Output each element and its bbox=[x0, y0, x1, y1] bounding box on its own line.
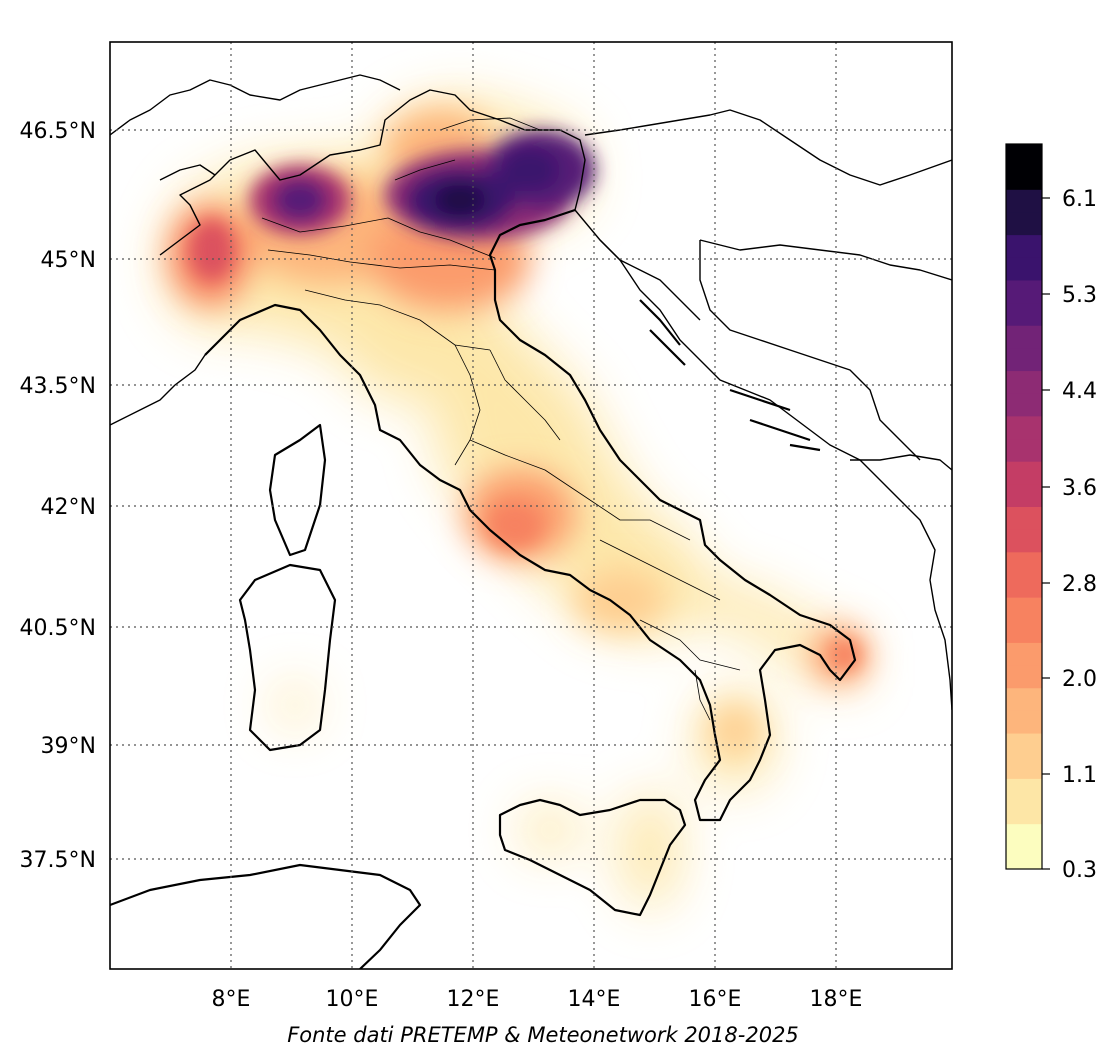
colorbar-step bbox=[1006, 234, 1042, 258]
colorbar-step bbox=[1006, 733, 1042, 757]
colorbar-step bbox=[1006, 144, 1042, 168]
lon-tick-label: 16°E bbox=[689, 987, 742, 1012]
colorbar-ticks: 0.3 1.1 2.0 2.8 3.6 4.4 5.3 6.1 bbox=[1062, 187, 1097, 883]
lon-tick-label: 8°E bbox=[212, 987, 251, 1012]
lon-tick-label: 18°E bbox=[810, 987, 863, 1012]
colorbar-tick-label: 2.8 bbox=[1062, 572, 1097, 597]
longitude-tick-labels: 8°E 10°E 12°E 14°E 16°E 18°E bbox=[212, 987, 863, 1012]
colorbar-tick-marks bbox=[1042, 197, 1050, 870]
colorbar-tick-label: 3.6 bbox=[1062, 476, 1097, 501]
colorbar-step bbox=[1006, 642, 1042, 666]
colorbar-tick-label: 4.4 bbox=[1062, 379, 1097, 404]
colorbar-tick-label: 2.0 bbox=[1062, 667, 1097, 692]
data-source-caption: Fonte dati PRETEMP & Meteonetwork 2018-2… bbox=[287, 1023, 799, 1047]
colorbar-step bbox=[1006, 302, 1042, 326]
coastline bbox=[110, 208, 857, 969]
colorbar-step bbox=[1006, 347, 1042, 372]
colorbar-step bbox=[1006, 846, 1042, 870]
colorbar-step bbox=[1006, 506, 1042, 530]
colorbar-tick-label: 6.1 bbox=[1062, 187, 1097, 212]
colorbar-tick-label: 0.3 bbox=[1062, 858, 1097, 883]
region-borders bbox=[261, 117, 741, 721]
colorbar-steps bbox=[1006, 144, 1042, 870]
colorbar-step bbox=[1006, 393, 1042, 417]
latitude-tick-labels: 37.5°N 39°N 40.5°N 42°N 43.5°N 45°N 46.5… bbox=[20, 119, 96, 873]
colorbar-step bbox=[1006, 687, 1042, 711]
gridlines bbox=[110, 42, 952, 969]
lat-tick-label: 46.5°N bbox=[20, 119, 96, 144]
colorbar-step bbox=[1006, 370, 1042, 394]
lat-tick-label: 42°N bbox=[41, 495, 96, 520]
lon-tick-label: 14°E bbox=[568, 987, 621, 1012]
colorbar-frame bbox=[1005, 143, 1043, 870]
colorbar-step bbox=[1006, 483, 1042, 507]
colorbar-tick-label: 5.3 bbox=[1062, 283, 1097, 308]
colorbar-step bbox=[1006, 325, 1042, 349]
colorbar-step bbox=[1006, 801, 1042, 825]
colorbar-step bbox=[1006, 415, 1042, 440]
colorbar-step bbox=[1006, 710, 1042, 734]
colorbar-step bbox=[1006, 529, 1042, 553]
lat-tick-label: 37.5°N bbox=[20, 848, 96, 873]
country-borders bbox=[110, 74, 952, 711]
colorbar-step bbox=[1006, 778, 1042, 802]
lon-tick-label: 12°E bbox=[447, 987, 500, 1012]
lat-tick-label: 39°N bbox=[41, 734, 96, 759]
plot-frame bbox=[109, 41, 953, 970]
colorbar-step bbox=[1006, 619, 1042, 643]
colorbar-step bbox=[1006, 574, 1042, 598]
colorbar-step bbox=[1006, 166, 1042, 190]
colorbar-step bbox=[1006, 551, 1042, 575]
colorbar-tick-label: 1.1 bbox=[1062, 763, 1097, 788]
colorbar-step bbox=[1006, 211, 1042, 236]
colorbar-step bbox=[1006, 438, 1042, 462]
colorbar-step bbox=[1006, 755, 1042, 779]
colorbar-step bbox=[1006, 665, 1042, 689]
lat-tick-label: 43.5°N bbox=[20, 374, 96, 399]
colorbar-step bbox=[1006, 823, 1042, 847]
colorbar-step bbox=[1006, 597, 1042, 621]
lat-tick-label: 45°N bbox=[41, 248, 96, 273]
colorbar-step bbox=[1006, 257, 1042, 281]
islands bbox=[639, 299, 821, 452]
lon-tick-label: 10°E bbox=[326, 987, 379, 1012]
colorbar: 0.3 1.1 2.0 2.8 3.6 4.4 5.3 6.1 bbox=[1005, 143, 1097, 883]
colorbar-step bbox=[1006, 461, 1042, 485]
colorbar-step bbox=[1006, 189, 1042, 213]
colorbar-step bbox=[1006, 279, 1042, 304]
lat-tick-label: 40.5°N bbox=[20, 616, 96, 641]
